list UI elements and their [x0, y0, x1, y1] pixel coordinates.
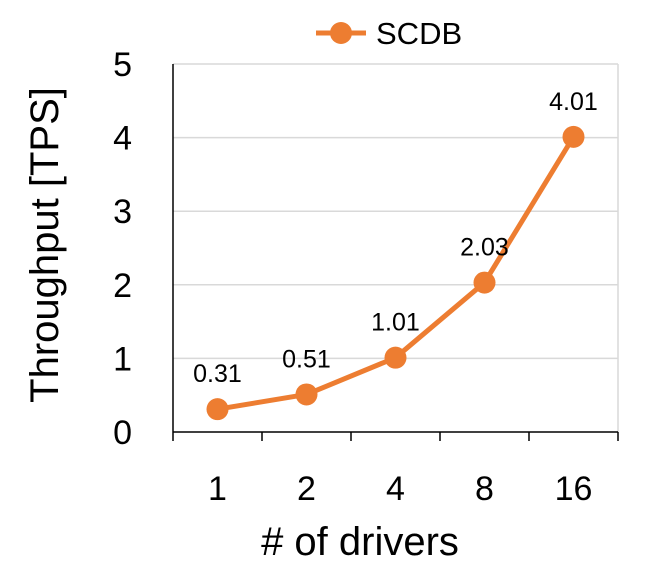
- x-tick-label-2: 2: [297, 470, 316, 508]
- y-tick-label-4: 4: [113, 120, 132, 158]
- y-axis-title: Throughput [TPS]: [23, 87, 67, 403]
- x-tick-label-16: 16: [555, 470, 593, 508]
- data-label-1: 0.31: [193, 360, 242, 388]
- y-tick-label-2: 2: [113, 267, 132, 305]
- plot-frame: [172, 63, 619, 433]
- x-axis-title: # of drivers: [261, 520, 459, 564]
- data-label-16: 4.01: [549, 88, 598, 116]
- data-point-16: [562, 125, 585, 148]
- y-tick-label-5: 5: [113, 46, 132, 84]
- legend-label: SCDB: [376, 16, 462, 51]
- legend-marker: [330, 22, 352, 44]
- y-tick-label-3: 3: [113, 193, 132, 231]
- data-label-2: 0.51: [282, 345, 331, 373]
- y-tick-label-1: 1: [113, 340, 132, 378]
- data-labels: 0.31 0.51 1.01 2.03 4.01: [193, 88, 598, 388]
- legend: SCDB: [316, 16, 462, 51]
- data-point-2: [295, 383, 318, 406]
- data-label-8: 2.03: [460, 234, 509, 262]
- series-group: [206, 125, 585, 421]
- x-axis-ticks: 1 2 4 8 16: [172, 432, 619, 508]
- data-point-8: [473, 271, 496, 294]
- y-axis-ticks: 0 1 2 3 4 5: [113, 46, 132, 452]
- data-point-4: [384, 346, 407, 369]
- x-tick-label-1: 1: [208, 470, 227, 508]
- data-point-1: [206, 398, 229, 421]
- x-tick-label-4: 4: [386, 470, 405, 508]
- x-tick-label-8: 8: [475, 470, 494, 508]
- y-tick-label-0: 0: [113, 414, 132, 452]
- data-label-4: 1.01: [371, 309, 420, 337]
